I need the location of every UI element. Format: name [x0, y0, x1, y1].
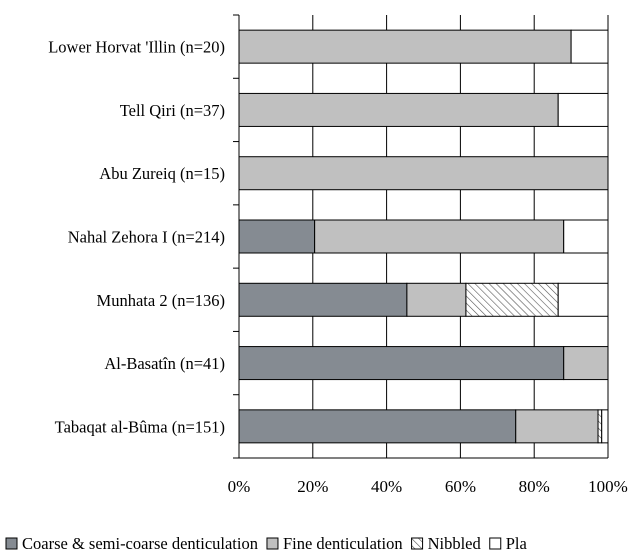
plot-area: Lower Horvat 'Illin (n=20) Tell Qiri (n=3…: [48, 14, 628, 496]
bar-segment: [238, 219, 316, 254]
bar-segment: [515, 409, 599, 444]
legend-swatch: [5, 537, 18, 550]
category-label: Munhata 2 (n=136): [97, 291, 225, 310]
category-label: Tell Qiri (n=37): [120, 101, 225, 120]
bar-segment: [238, 156, 609, 191]
legend-label: Fine denticulation: [283, 534, 403, 553]
bar-segment: [238, 92, 559, 127]
category-label: Tabaqat al-Bûma (n=151): [55, 417, 225, 436]
category-label: Abu Zureiq (n=15): [99, 164, 225, 183]
bar-segment: [238, 346, 565, 381]
legend-swatch: [411, 537, 424, 550]
legend-swatch: [489, 537, 502, 550]
legend-label: Nibbled: [428, 534, 482, 553]
x-tick-label: 100%: [588, 477, 628, 496]
bar-segment: [597, 409, 603, 444]
category-label: Nahal Zehora I (n=214): [68, 228, 225, 247]
legend-label: Coarse & semi-coarse denticulation: [22, 534, 258, 553]
bar-segment: [557, 92, 609, 127]
bar-segment: [563, 219, 609, 254]
bar-segment: [238, 282, 408, 317]
bar-segment: [601, 409, 609, 444]
legend-label: Pla: [506, 534, 528, 553]
bar-segment: [238, 409, 517, 444]
x-tick-label: 60%: [445, 477, 476, 496]
legend: Coarse & semi-coarse denticulation Fine d…: [5, 534, 528, 553]
bar-segment: [557, 282, 609, 317]
x-tick-label: 40%: [371, 477, 402, 496]
bar-segment: [314, 219, 565, 254]
legend-swatch: [266, 537, 279, 550]
x-tick-label: 20%: [297, 477, 328, 496]
x-tick-label: 0%: [228, 477, 251, 496]
category-label: Lower Horvat 'Illin (n=20): [48, 38, 225, 57]
x-tick-label: 80%: [519, 477, 550, 496]
bar-segment: [238, 29, 572, 64]
bar-segment: [570, 29, 609, 64]
bar-segment: [406, 282, 467, 317]
bar-segment: [563, 346, 609, 381]
bar-segment: [465, 282, 559, 317]
category-label: Al-Basatîn (n=41): [104, 354, 225, 373]
